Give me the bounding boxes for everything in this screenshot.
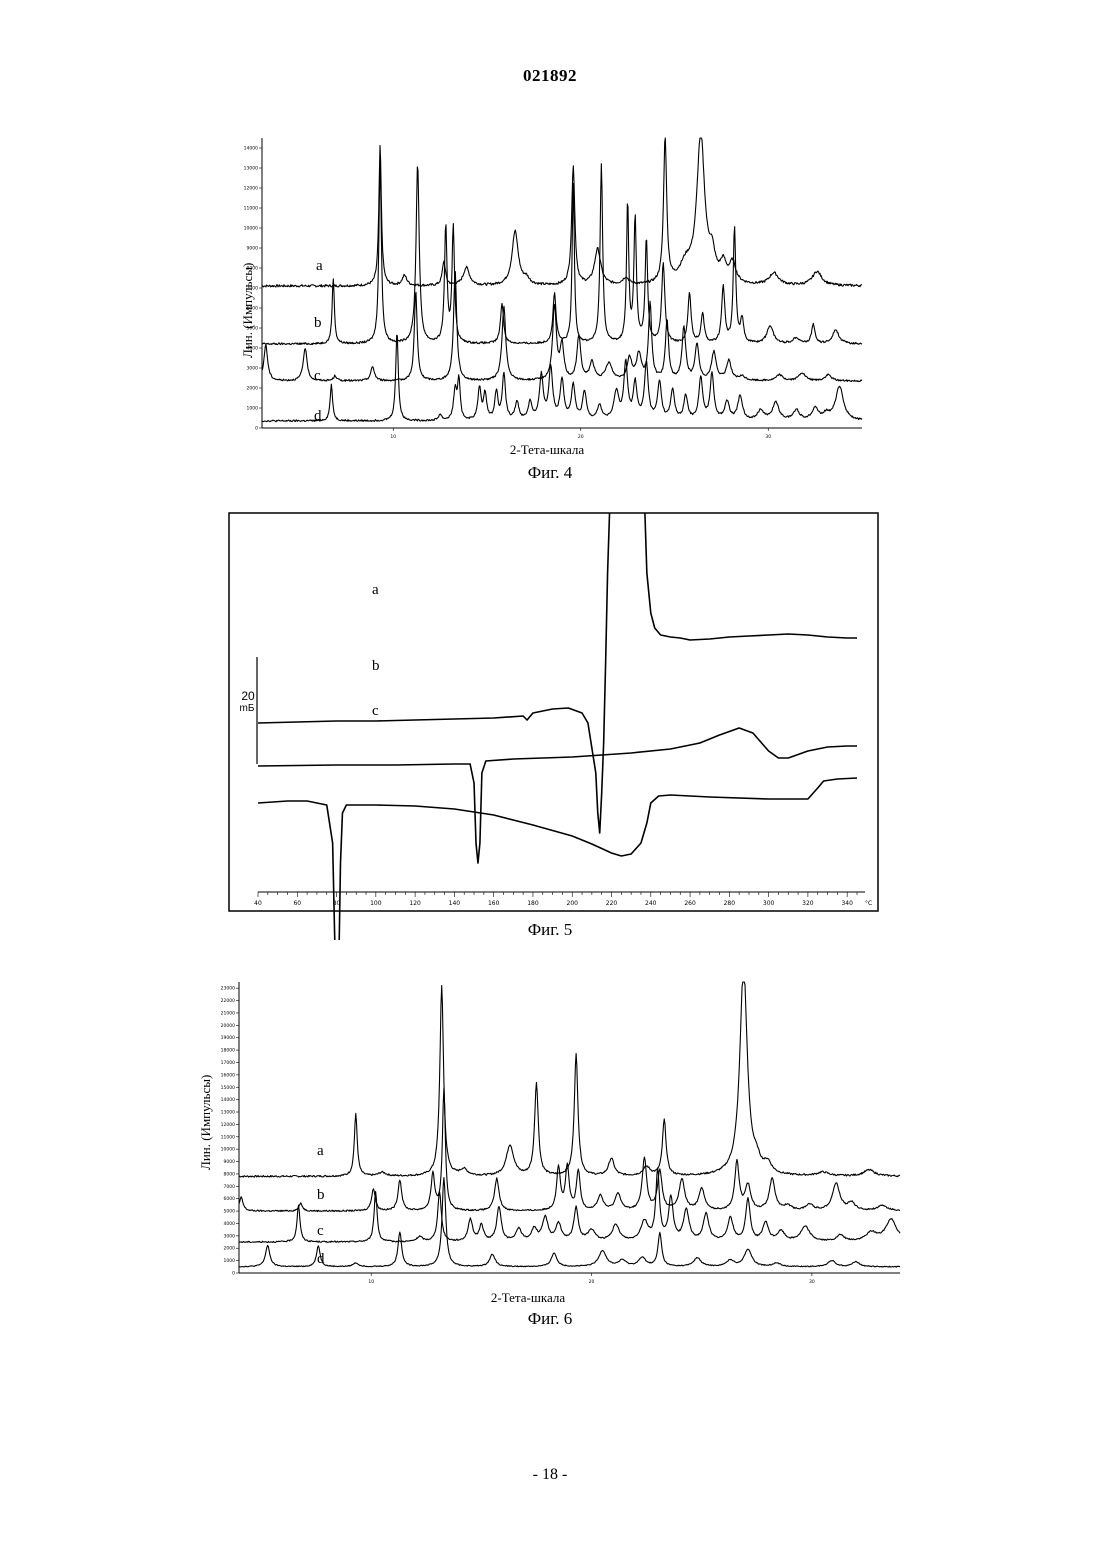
y-tick-label: 10000 xyxy=(221,1147,235,1153)
y-tick-label: 8000 xyxy=(224,1171,236,1177)
figure-6-y-axis-title: Лин. (Импульсы) xyxy=(198,1075,213,1170)
series-line-a xyxy=(239,982,900,1177)
figure-6-series-layer xyxy=(239,982,900,1267)
series-line-b xyxy=(239,1088,900,1212)
y-tick-label: 13000 xyxy=(221,1110,235,1116)
y-tick-label: 11000 xyxy=(221,1134,235,1140)
y-tick-label: 3000 xyxy=(224,1233,236,1239)
y-tick-label: 5000 xyxy=(224,1209,236,1215)
y-tick-label: 1000 xyxy=(224,1258,236,1264)
y-tick-label: 18000 xyxy=(221,1048,235,1054)
figure-6-tick-layer: 0 1000 2000 3000 4000 5000 6000 7000 8000 9000 100… xyxy=(221,986,815,1285)
y-tick-label: 9000 xyxy=(224,1159,236,1165)
y-tick-label: 12000 xyxy=(221,1122,235,1128)
y-tick-label: 6000 xyxy=(224,1196,236,1202)
y-tick-label: 17000 xyxy=(221,1060,235,1066)
y-tick-label: 22000 xyxy=(221,998,235,1004)
x-tick-label: 10 xyxy=(368,1279,374,1285)
y-tick-label: 0 xyxy=(232,1271,235,1277)
y-tick-label: 4000 xyxy=(224,1221,236,1227)
figure-6-caption: Фиг. 6 xyxy=(0,1309,1100,1329)
figure-6-trace-label-d: d xyxy=(317,1251,325,1267)
y-tick-label: 23000 xyxy=(221,986,235,992)
y-tick-label: 16000 xyxy=(221,1072,235,1078)
y-tick-label: 21000 xyxy=(221,1010,235,1016)
figure-6-trace-label-a: a xyxy=(317,1143,324,1159)
y-tick-label: 15000 xyxy=(221,1085,235,1091)
x-tick-label: 20 xyxy=(589,1279,595,1285)
y-tick-label: 14000 xyxy=(221,1097,235,1103)
figure-6-x-axis-title: 2-Тета-шкала xyxy=(491,1290,565,1305)
page-number: - 18 - xyxy=(0,1466,1100,1484)
y-tick-label: 2000 xyxy=(224,1246,236,1252)
x-tick-label: 30 xyxy=(809,1279,815,1285)
series-line-d xyxy=(239,1177,900,1267)
figure-6-trace-label-c: c xyxy=(317,1223,324,1239)
figure-6-trace-label-b: b xyxy=(317,1187,325,1203)
y-tick-label: 20000 xyxy=(221,1023,235,1029)
y-tick-label: 19000 xyxy=(221,1035,235,1041)
y-tick-label: 7000 xyxy=(224,1184,236,1190)
figure-6-xrd-chart: 0 1000 2000 3000 4000 5000 6000 7000 8000 9000 100… xyxy=(0,0,1100,1320)
